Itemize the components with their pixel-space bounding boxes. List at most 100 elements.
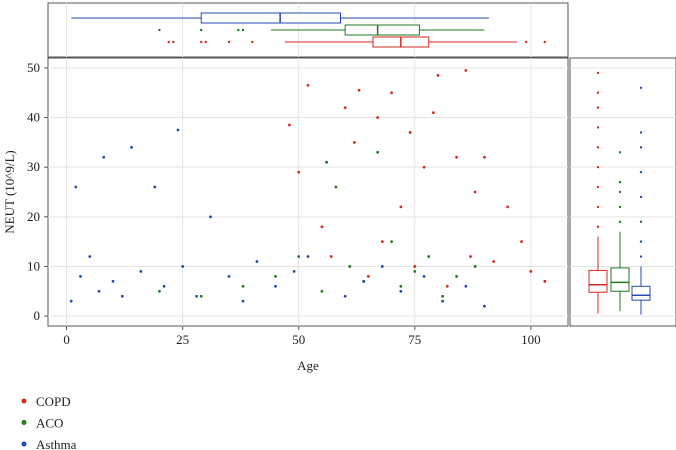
point	[74, 185, 78, 189]
point	[102, 155, 106, 159]
outlier	[204, 40, 208, 44]
outlier	[172, 40, 175, 44]
point	[422, 165, 426, 169]
outlier	[618, 190, 622, 194]
outlier	[237, 28, 240, 32]
outlier	[200, 28, 203, 32]
point	[357, 88, 361, 92]
outlier	[596, 106, 600, 109]
point	[297, 170, 301, 174]
point	[413, 265, 417, 268]
outlier	[227, 40, 231, 44]
point	[366, 274, 370, 278]
point	[436, 73, 440, 77]
point	[227, 274, 231, 278]
y-tick-label: 10	[27, 258, 40, 273]
point	[162, 284, 166, 288]
point	[399, 284, 403, 288]
point	[445, 284, 449, 288]
outlier	[525, 40, 528, 44]
point	[408, 131, 412, 134]
point	[455, 155, 458, 159]
outlier	[639, 255, 643, 258]
box	[610, 267, 630, 292]
point	[343, 294, 347, 298]
point	[413, 270, 417, 273]
point	[139, 270, 143, 273]
point	[431, 111, 435, 114]
point	[325, 160, 328, 164]
outlier	[618, 151, 622, 154]
outlier	[596, 205, 600, 209]
outlier	[596, 126, 600, 129]
point	[88, 255, 92, 258]
outlier	[618, 205, 622, 209]
box	[631, 285, 651, 301]
outlier	[639, 195, 643, 199]
point	[288, 123, 291, 127]
point	[158, 289, 161, 293]
main-panel	[47, 57, 569, 327]
point	[427, 255, 431, 258]
outlier	[158, 28, 161, 32]
outlier	[596, 146, 600, 149]
x-tick-label: 100	[521, 332, 541, 347]
point	[492, 260, 496, 263]
x-tick-label: 75	[408, 332, 421, 347]
point	[464, 69, 468, 72]
legend-label: COPD	[36, 394, 71, 409]
point	[130, 145, 133, 149]
outlier	[639, 146, 643, 149]
point	[79, 274, 82, 278]
outlier	[251, 40, 254, 44]
y-tick-label: 40	[27, 110, 40, 125]
top-panel	[47, 2, 569, 58]
x-tick-label: 25	[176, 332, 189, 347]
point	[529, 270, 533, 273]
outlier	[596, 71, 600, 75]
box	[200, 12, 341, 24]
outlier	[596, 185, 600, 189]
point	[181, 265, 185, 268]
x-tick-label: 50	[292, 332, 305, 347]
legend-label: Asthma	[36, 437, 77, 450]
point	[297, 255, 301, 258]
point	[441, 294, 445, 298]
point	[111, 279, 115, 283]
point	[520, 240, 523, 244]
point	[469, 255, 472, 258]
point	[473, 190, 477, 194]
y-tick-label: 0	[34, 308, 41, 323]
point	[362, 279, 366, 283]
legend-label: ACO	[36, 416, 63, 431]
outlier	[596, 225, 600, 228]
point	[320, 225, 324, 229]
point	[441, 299, 445, 303]
point	[483, 155, 486, 159]
point	[399, 289, 403, 293]
point	[97, 289, 101, 293]
point	[255, 260, 259, 263]
point	[473, 265, 477, 268]
point	[455, 274, 458, 278]
point	[176, 128, 180, 132]
y-axis-label: NEUT (10^9/L)	[2, 150, 17, 233]
outlier	[639, 131, 643, 134]
point	[376, 150, 380, 154]
point	[306, 255, 310, 258]
outlier	[167, 40, 170, 44]
point	[422, 274, 426, 278]
point	[399, 205, 403, 209]
outlier	[200, 40, 203, 44]
outlier	[543, 40, 546, 44]
y-tick-label: 30	[27, 159, 40, 174]
point	[209, 215, 212, 219]
point	[320, 289, 324, 293]
point	[380, 265, 384, 268]
legend-marker	[21, 398, 27, 404]
point	[153, 185, 157, 189]
point	[353, 140, 356, 144]
point	[69, 299, 73, 303]
point	[241, 284, 245, 288]
